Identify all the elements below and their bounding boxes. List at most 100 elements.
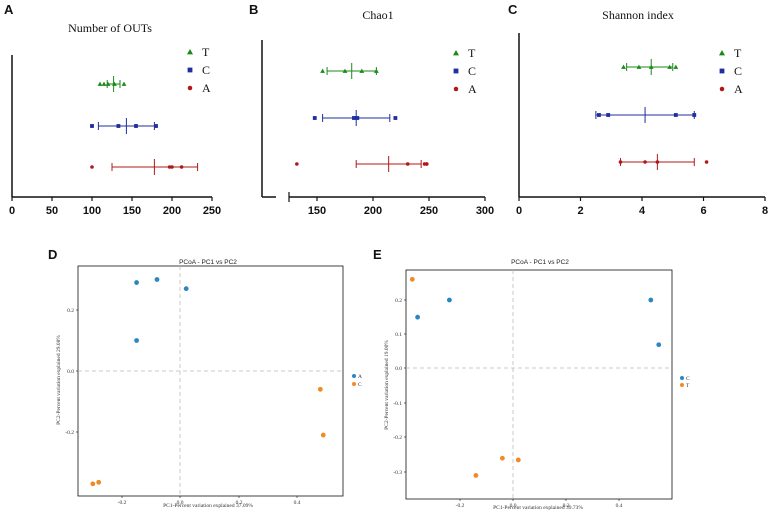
x-tick-label: 50: [46, 205, 58, 217]
x-tick-label: 4: [639, 205, 646, 217]
x-tick-label: 250: [420, 205, 438, 217]
data-point: [295, 162, 299, 166]
panel-label-b: B: [249, 2, 258, 17]
data-point: [154, 124, 158, 128]
x-tick-label: -0.2: [118, 500, 127, 506]
x-tick-label: 2: [577, 205, 583, 217]
data-point: [415, 314, 420, 320]
data-point: [597, 113, 601, 117]
data-point: [121, 81, 127, 86]
data-point: [606, 113, 611, 117]
legend-marker: [187, 49, 193, 55]
panel-label-e: E: [373, 247, 382, 262]
y-tick-label: 0.2: [395, 298, 402, 304]
data-point: [643, 160, 647, 164]
chart-c: 0 2 4 6 8 TCA: [516, 33, 768, 217]
data-point: [90, 481, 96, 487]
legend-label: C: [734, 64, 742, 78]
data-point: [320, 68, 325, 73]
chart-title-a: Number of OUTs: [68, 21, 152, 35]
data-point: [352, 116, 356, 120]
legend-label: A: [358, 374, 362, 380]
data-point: [320, 432, 326, 438]
data-point: [621, 64, 626, 69]
legend-label: T: [734, 46, 742, 60]
legend-label: C: [202, 63, 210, 77]
x-tick-label: 150: [123, 205, 141, 217]
legend-marker: [352, 374, 356, 378]
legend-label: T: [202, 45, 210, 59]
data-point: [618, 160, 623, 164]
data-point: [96, 479, 102, 485]
y-tick-label: 0.2: [67, 308, 74, 314]
data-point: [500, 455, 505, 461]
chart-b: 150 200 250 300 TCA: [261, 40, 494, 217]
legend-marker: [719, 86, 725, 92]
data-point: [692, 113, 697, 117]
data-point: [179, 165, 184, 169]
data-point: [342, 68, 348, 73]
data-point: [97, 81, 103, 86]
y-tick-label: -0.1: [393, 401, 402, 407]
data-point: [393, 116, 398, 120]
data-point: [667, 64, 673, 69]
data-point: [116, 124, 121, 128]
data-point: [515, 457, 521, 463]
x-tick-label: 6: [700, 205, 706, 217]
data-point: [409, 276, 415, 282]
x-tick-label: 8: [762, 205, 768, 217]
chart-title-b: Chao1: [362, 8, 393, 22]
data-point: [373, 68, 379, 73]
legend-marker: [453, 86, 459, 92]
x-tick-label: 0.4: [616, 503, 623, 509]
x-tick-label: 0: [516, 205, 522, 217]
legend-marker: [187, 67, 193, 73]
x-tick-label: 0: [9, 205, 15, 217]
data-point: [405, 162, 410, 166]
x-tick-label: 250: [203, 205, 221, 217]
x-tick-label: 0.0: [510, 503, 517, 509]
data-point: [655, 160, 660, 164]
data-point: [90, 124, 94, 128]
data-point: [90, 165, 94, 169]
x-tick-label: 0.0: [177, 500, 184, 506]
x-axis-label-e: PC1-Percent variation explained 39.73%: [493, 505, 583, 511]
data-point: [134, 338, 139, 343]
data-point: [673, 113, 678, 117]
data-point: [704, 160, 709, 164]
legend-label: C: [686, 376, 690, 382]
chart-a: 0 50 100 150 200 250 TCA: [9, 45, 221, 217]
legend-label: T: [468, 46, 476, 60]
legend-marker: [187, 85, 193, 91]
legend-label: A: [734, 82, 743, 96]
data-point: [170, 165, 174, 169]
plot-frame: [77, 265, 344, 497]
panel-label-d: D: [48, 247, 57, 262]
x-tick-label: 200: [163, 205, 181, 217]
legend-marker: [352, 382, 356, 386]
y-tick-label: 0.0: [395, 366, 402, 372]
x-tick-label: 0.2: [563, 503, 570, 509]
chart-title-d: PCoA - PC1 vs PC2: [179, 259, 237, 266]
x-tick-label: 0.2: [236, 500, 243, 506]
plot-frame: [405, 269, 673, 500]
data-point: [105, 81, 111, 86]
chart-d: -0.2 0.0 0.2 0.4 0.2 0.0 -0.2 AC: [65, 265, 362, 506]
data-point: [312, 116, 317, 120]
chart-title-c: Shannon index: [602, 8, 674, 22]
y-tick-label: 0.0: [67, 369, 74, 375]
data-point: [134, 124, 138, 128]
data-point: [183, 286, 189, 292]
legend-label: T: [686, 383, 690, 389]
y-tick-label: -0.2: [65, 430, 74, 436]
chart-title-e: PCoA - PC1 vs PC2: [511, 259, 569, 266]
data-point: [473, 473, 479, 478]
x-tick-label: 150: [308, 205, 326, 217]
panel-label-c: C: [508, 2, 518, 17]
legend-marker: [719, 68, 725, 74]
y-tick-label: -0.2: [393, 435, 402, 441]
data-point: [424, 162, 429, 166]
chart-e: -0.2 0.0 0.2 0.4 0.2 0.1 0.0 -0.1 -0.2 -0.3 CT: [393, 269, 690, 509]
legend-label: A: [202, 81, 211, 95]
